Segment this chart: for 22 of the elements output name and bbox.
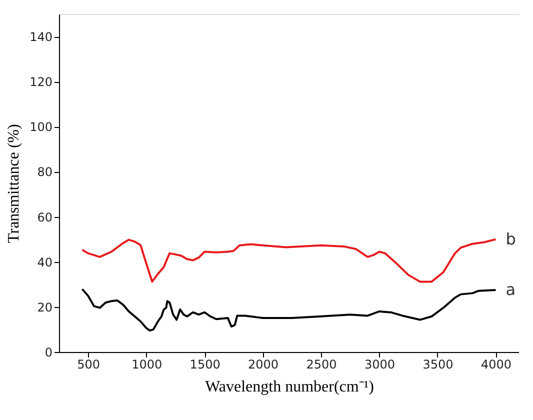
series-label: b [506, 229, 516, 248]
x-tick-label: 1500 [190, 358, 220, 372]
y-tick-label: 80 [37, 165, 52, 180]
x-tick-label: 500 [77, 358, 100, 372]
x-tick-label: 3000 [364, 358, 396, 372]
x-tick-label: 3500 [422, 358, 454, 372]
y-axis-title: Transmittance (%) [6, 124, 23, 243]
y-tick-label: 60 [37, 210, 52, 224]
y-tick-label: 0 [44, 346, 52, 360]
series-label: a [506, 280, 516, 300]
y-tick-label: 120 [30, 75, 52, 90]
x-tick-label: 2000 [248, 358, 279, 372]
line-series [81, 238, 497, 283]
line-series [81, 288, 497, 332]
y-tick-label: 20 [37, 300, 52, 314]
x-axis-title: Wavelength number(cm⁻¹) [205, 378, 374, 396]
x-tick-label: 2500 [306, 358, 337, 372]
y-tick-label: 40 [37, 255, 52, 270]
x-tick-label: 1000 [132, 358, 162, 372]
y-tick-label: 100 [30, 120, 52, 134]
y-tick-label: 140 [30, 30, 52, 44]
x-tick-label: 4000 [480, 358, 512, 372]
